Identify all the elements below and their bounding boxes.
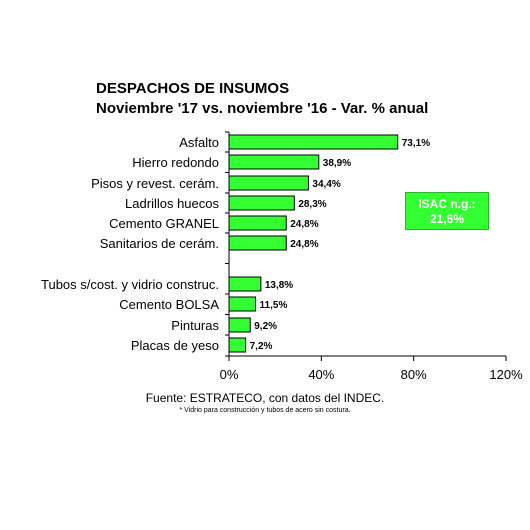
bar	[228, 134, 399, 150]
source-note: Fuente: ESTRATECO, con datos del INDEC.	[145, 391, 385, 405]
category-label: Tubos s/cost. y vidrio construc.	[41, 277, 219, 292]
chart-subtitle: Noviembre '17 vs. noviembre '16 - Var. %…	[96, 100, 429, 117]
bar	[228, 235, 287, 251]
x-tick-label: 80%	[401, 367, 427, 382]
bar	[228, 215, 287, 231]
isac-callout-value: 21,6%	[429, 212, 465, 226]
data-label: 34,4%	[312, 179, 340, 190]
category-label: Pinturas	[171, 318, 219, 333]
data-label: 38,9%	[323, 158, 351, 169]
category-label: Pisos y revest. cerám.	[91, 176, 219, 191]
data-label: 7,2%	[250, 341, 273, 352]
data-label: 73,1%	[402, 138, 430, 149]
category-label: Placas de yeso	[131, 338, 219, 353]
x-tick-label: 40%	[308, 367, 334, 382]
bar	[228, 317, 251, 333]
category-label: Cemento BOLSA	[119, 297, 219, 312]
category-label: Cemento GRANEL	[109, 216, 219, 231]
footnote: * Vidrio para construcción y tubos de ac…	[179, 407, 351, 414]
bar	[228, 154, 320, 170]
x-tick-label: 0%	[220, 367, 239, 382]
data-label: 11,5%	[260, 300, 288, 311]
bar	[228, 296, 257, 312]
category-label: Ladrillos huecos	[125, 196, 219, 211]
data-label: 9,2%	[254, 321, 277, 332]
bar	[228, 337, 247, 353]
chart-title: DESPACHOS DE INSUMOS	[96, 80, 290, 97]
bar	[228, 175, 309, 191]
bar	[228, 276, 262, 292]
data-label: 28,3%	[298, 199, 326, 210]
category-label: Sanitarios de cerám.	[100, 236, 219, 251]
bar	[228, 195, 295, 211]
x-tick-label: 120%	[489, 367, 523, 382]
category-label: Asfalto	[179, 135, 219, 150]
category-label: Hierro redondo	[132, 155, 219, 170]
isac-callout-label: ISAC n.g.:	[418, 197, 476, 211]
data-label: 24,8%	[290, 239, 318, 250]
data-label: 24,8%	[290, 219, 318, 230]
data-label: 13,8%	[265, 280, 293, 291]
isac-callout-box: ISAC n.g.: 21,6%	[405, 192, 489, 230]
